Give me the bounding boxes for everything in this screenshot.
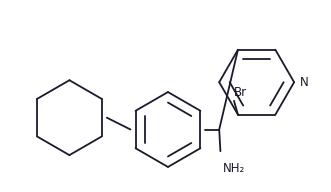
Text: NH₂: NH₂ [223, 162, 245, 175]
Text: N: N [300, 76, 309, 89]
Text: Br: Br [234, 86, 247, 99]
